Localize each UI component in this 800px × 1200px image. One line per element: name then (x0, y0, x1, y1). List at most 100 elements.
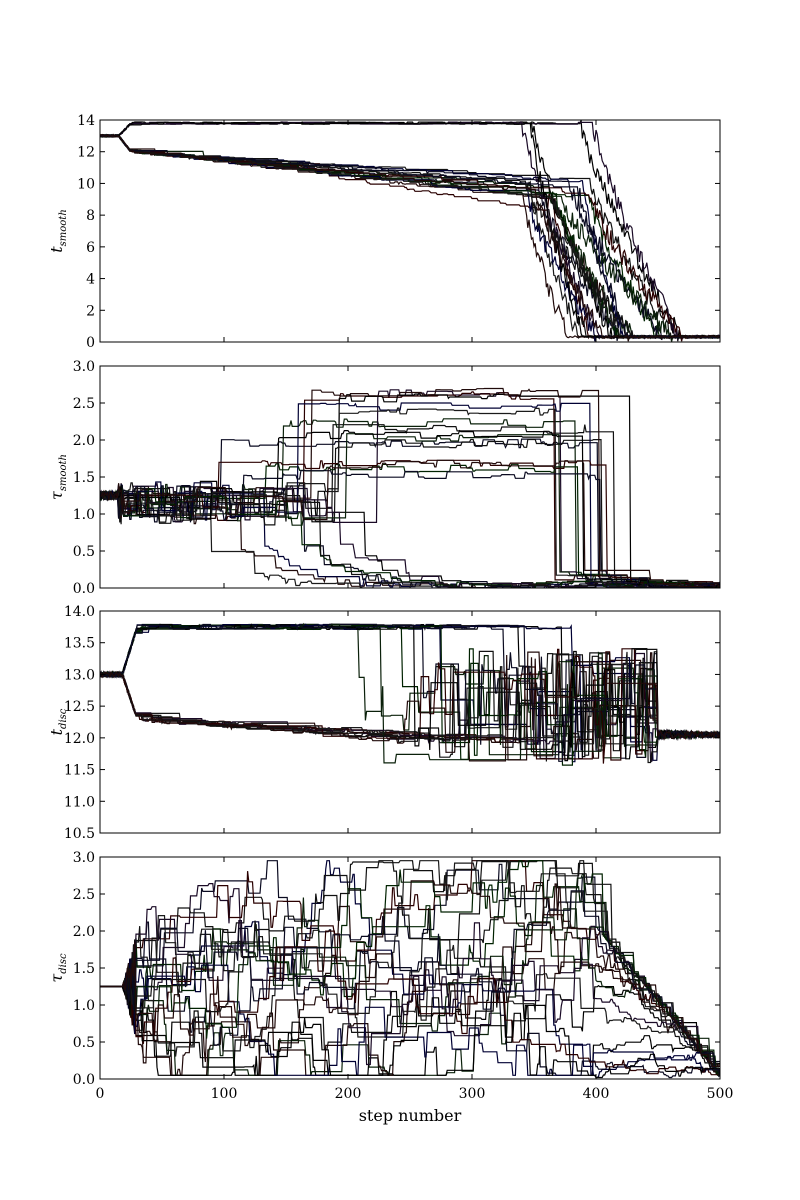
y-tick-label: 12 (77, 145, 95, 161)
x-tick-label: 100 (211, 1086, 238, 1102)
y-tick-label: 10.5 (64, 826, 95, 842)
walker-series-2 (100, 860, 720, 1075)
walker-series-22 (100, 860, 720, 1076)
x-tick-label: 0 (96, 1086, 105, 1102)
y-tick-label: 12.5 (64, 699, 95, 715)
panel-2: 0.0 0.5 1.0 1.5 2.0 2.5 3.0 τsmooth (47, 359, 721, 597)
walker-series-11 (100, 962, 720, 1076)
walker-series-22 (100, 133, 720, 340)
walker-lines (100, 859, 720, 1079)
walker-series-24 (100, 459, 720, 588)
walker-lines (100, 120, 720, 342)
walker-series-9 (100, 463, 720, 587)
x-axis-label: step number (359, 1106, 462, 1125)
walker-series-20 (100, 651, 720, 745)
walker-series-23 (100, 470, 720, 588)
y-axis-label-symbol: τ (47, 973, 66, 983)
walker-series-20 (100, 859, 720, 1071)
walker-series-22 (100, 486, 720, 588)
y-tick-label: 2 (86, 303, 95, 319)
y-tick-label: 10 (77, 176, 95, 192)
y-axis-label-symbol: t (47, 728, 66, 735)
y-tick-label: 4 (86, 272, 95, 288)
y-axis-label: τdisc (47, 953, 69, 983)
plot-frame (99, 610, 721, 834)
y-tick-label: 14.0 (64, 604, 95, 620)
y-axis-label: tdisc (47, 708, 69, 735)
y-tick-label: 0.5 (73, 544, 95, 560)
walker-series-1 (100, 120, 720, 342)
walker-series-16 (100, 906, 720, 1076)
walker-series-9 (100, 133, 720, 340)
walker-series-8 (100, 133, 720, 340)
walker-series-18 (100, 930, 720, 1076)
plot-frame (99, 119, 721, 343)
y-axis-label: tsmooth (47, 209, 69, 253)
walker-series-21 (100, 429, 720, 588)
panel-3: 10.5 11.0 11.5 12.0 12.5 13.0 13.5 14.0 tdisc (47, 604, 721, 842)
x-tick-label: 200 (335, 1086, 362, 1102)
walker-series-21 (100, 939, 720, 1079)
y-tick-label: 2.5 (73, 887, 95, 903)
walker-series-14 (100, 134, 720, 340)
x-tick-label: 500 (707, 1086, 734, 1102)
y-tick-label: 0.0 (73, 581, 95, 597)
y-tick-label: 2.5 (73, 396, 95, 412)
y-axis-label-subscript: smooth (58, 209, 69, 246)
y-tick-label: 2.0 (73, 433, 95, 449)
y-axis-label: τsmooth (47, 454, 69, 500)
y-tick-label: 8 (86, 208, 95, 224)
walker-series-13 (100, 134, 720, 341)
walker-series-17 (100, 958, 720, 1076)
x-tick-label: 300 (459, 1086, 486, 1102)
walker-series-19 (100, 860, 720, 1076)
walker-series-23 (100, 133, 720, 340)
y-tick-label: 3.0 (73, 850, 95, 866)
walker-lines (100, 622, 720, 766)
y-axis-label-subscript: disc (58, 953, 69, 974)
walker-series-15 (100, 133, 720, 342)
y-tick-label: 14 (77, 113, 95, 129)
walker-series-24 (100, 651, 720, 762)
panel-4: 0 100 200 300 400 500 0.0 0.5 1.0 1.5 2.0 2.5 3.0 τdi… (47, 850, 733, 1125)
walker-series-12 (100, 134, 720, 340)
walker-series-18 (100, 459, 720, 585)
y-tick-label: 3.0 (73, 359, 95, 375)
walker-series-7 (100, 133, 720, 340)
walker-series-5 (100, 134, 720, 339)
y-tick-label: 13.0 (64, 667, 95, 683)
walker-series-14 (100, 922, 720, 1076)
walker-series-10 (100, 133, 720, 340)
y-tick-label: 0.5 (73, 1035, 95, 1051)
y-axis-label-subscript: disc (58, 708, 69, 729)
y-tick-label: 13.5 (64, 636, 95, 652)
walker-series-21 (100, 121, 720, 340)
walker-series-18 (100, 133, 720, 342)
y-axis-label-subscript: smooth (58, 454, 69, 491)
walker-series-24 (100, 134, 720, 340)
y-tick-label: 1.5 (73, 470, 95, 486)
walker-series-19 (100, 134, 720, 340)
walker-series-2 (100, 648, 720, 762)
y-axis-label-symbol: τ (47, 490, 66, 500)
y-axis-label-symbol: t (47, 246, 66, 253)
y-tick-label: 11.0 (64, 794, 95, 810)
y-tick-label: 1.0 (73, 998, 95, 1014)
x-tick-label: 400 (583, 1086, 610, 1102)
walker-series-9 (100, 887, 720, 1076)
walker-series-20 (100, 133, 720, 340)
walker-series-2 (100, 134, 720, 342)
panel-1: 0 2 4 6 8 10 12 14 tsmooth (47, 113, 721, 351)
walker-series-3 (100, 134, 720, 341)
walker-series-1 (100, 954, 720, 1076)
walker-series-11 (100, 393, 720, 588)
walker-series-4 (100, 134, 720, 342)
y-tick-label: 2.0 (73, 924, 95, 940)
y-tick-label: 0 (86, 335, 95, 351)
walker-series-12 (100, 860, 720, 1075)
walker-series-6 (100, 883, 720, 1073)
walker-series-10 (100, 944, 720, 1073)
y-tick-label: 0.0 (73, 1072, 95, 1088)
y-tick-label: 6 (86, 240, 95, 256)
